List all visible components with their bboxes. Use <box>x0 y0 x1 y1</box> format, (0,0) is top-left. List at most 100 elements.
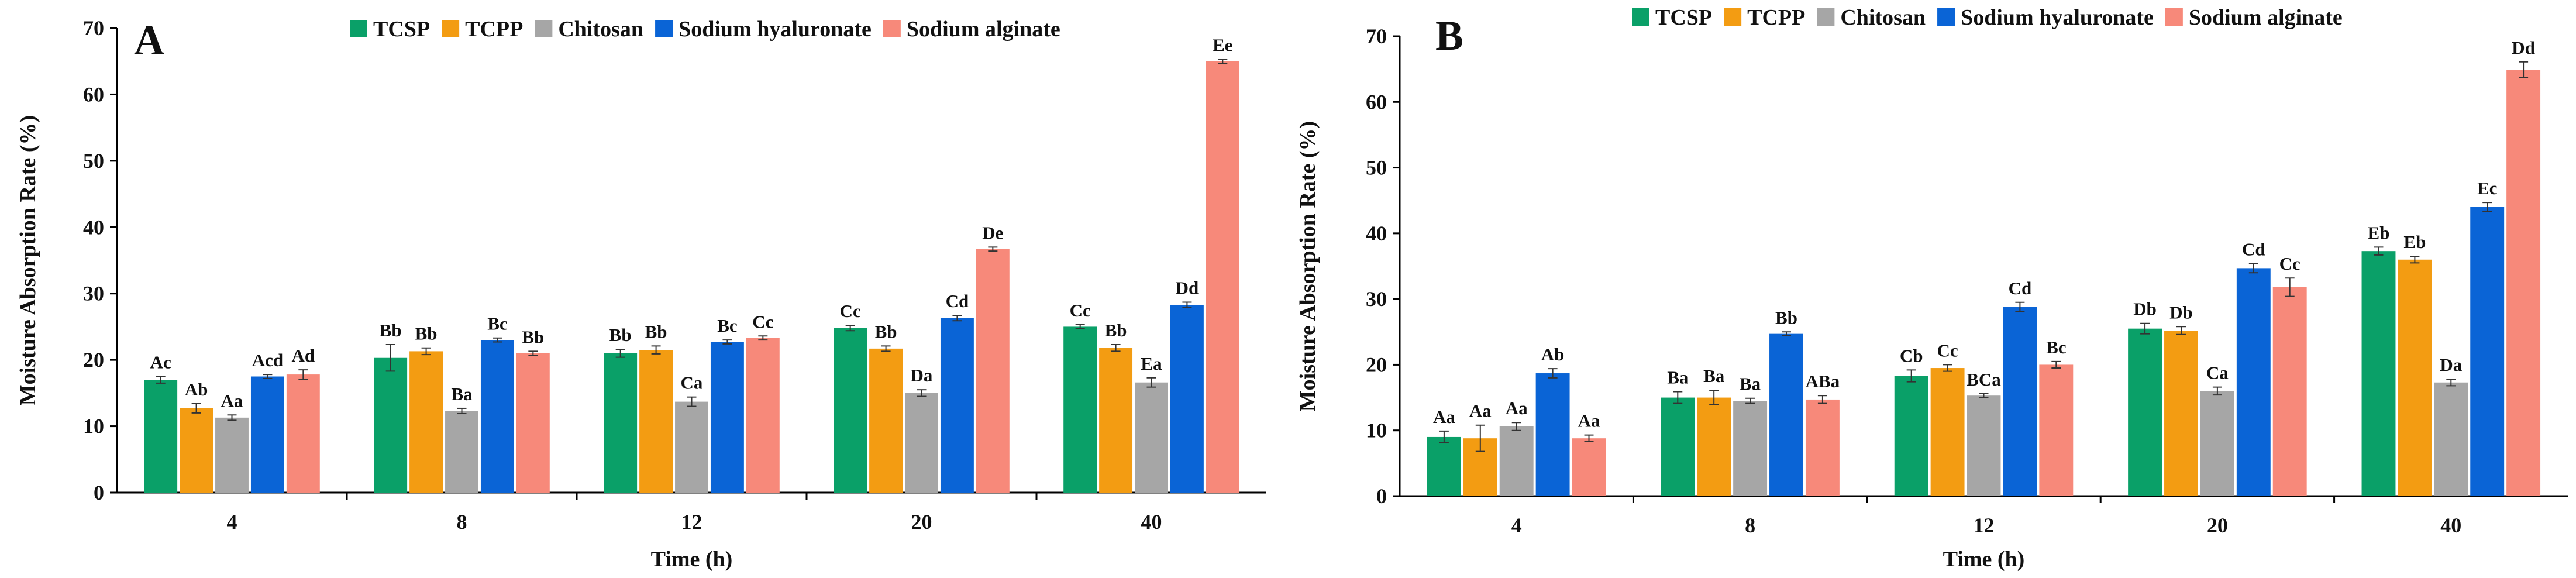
bar-tcsp <box>2361 251 2396 496</box>
bar-tcsp <box>374 357 408 493</box>
bar-sodium-alginate <box>1805 399 1840 496</box>
y-axis-title: Moisture Absorption Rate (%) <box>1296 121 1320 411</box>
bar-chitosan <box>905 393 938 493</box>
bar-tcsp <box>1661 397 1695 496</box>
legend-swatch <box>1817 8 1835 26</box>
significance-label: Cd <box>2242 239 2265 260</box>
legend-swatch <box>2165 8 2183 26</box>
legend: TCSP TCPP Chitosan Sodium hyaluronate Sodium… <box>1632 5 2343 30</box>
significance-label: Ac <box>150 352 171 373</box>
bar-sodium-hyaluronate <box>2470 207 2505 496</box>
significance-label: Db <box>2133 299 2157 319</box>
bar-chitosan <box>1967 395 2001 496</box>
legend-label: Sodium hyaluronate <box>1961 5 2154 30</box>
y-tick-label: 40 <box>83 215 104 239</box>
significance-label: Ea <box>1141 353 1162 374</box>
significance-label: Cc <box>1937 340 1958 360</box>
bar-sodium-hyaluronate <box>250 376 284 493</box>
bar-tcpp <box>2164 331 2198 496</box>
bar-sodium-alginate <box>2272 287 2307 496</box>
legend-label: Sodium alginate <box>2189 5 2343 30</box>
significance-label: Cc <box>2279 253 2301 274</box>
legend-swatch <box>1632 8 1649 26</box>
bar-tcpp <box>1930 368 1965 496</box>
significance-label: Ab <box>185 379 208 400</box>
significance-label: Bc <box>487 314 507 334</box>
bar-chitosan <box>675 401 708 493</box>
significance-label: Aa <box>1469 401 1492 421</box>
significance-label: Acd <box>252 350 283 370</box>
x-category-label: 40 <box>2440 514 2461 537</box>
significance-label: Bb <box>1775 307 1797 328</box>
y-tick-label: 50 <box>83 149 104 173</box>
significance-label: Bb <box>609 325 632 345</box>
legend-swatch <box>883 20 901 37</box>
significance-label: Aa <box>1578 411 1600 431</box>
significance-label: Cc <box>1070 300 1091 321</box>
x-category-label: 8 <box>1745 514 1755 537</box>
chart-panel-b: B 0 10 20 30 40 50 60 70 Moisture Absorption Rate… <box>1296 5 2568 572</box>
legend: TCSP TCPP Chitosan Sodium hyaluronate Sodium… <box>350 17 1060 42</box>
x-category-label: 12 <box>681 510 702 534</box>
significance-label: Bb <box>522 326 544 347</box>
legend-label: Sodium alginate <box>907 17 1060 42</box>
bar-sodium-hyaluronate <box>2236 268 2271 496</box>
significance-label: Ab <box>1541 344 1565 364</box>
legend-label: TCSP <box>373 17 430 42</box>
legend-swatch <box>1937 8 1955 26</box>
significance-label: Dd <box>1176 277 1199 298</box>
legend-label: TCSP <box>1655 5 1712 30</box>
y-tick-label: 20 <box>1366 353 1387 376</box>
bar-sodium-alginate <box>2506 70 2541 496</box>
significance-label: Ec <box>2477 178 2497 198</box>
bar-sodium-hyaluronate <box>480 340 514 493</box>
significance-label: Cc <box>840 301 861 321</box>
panel-letter: B <box>1435 12 1463 59</box>
y-tick-label: 70 <box>83 16 104 40</box>
chart-panel-a: A 0 10 20 30 40 50 60 70 Moisture Absorption Rate… <box>16 16 1266 572</box>
x-category-label: 20 <box>2207 514 2228 537</box>
bar-tcpp <box>1697 397 1731 496</box>
y-tick-label: 20 <box>83 348 104 371</box>
significance-label: Bb <box>1105 320 1127 340</box>
bar-tcsp <box>2128 328 2162 496</box>
significance-label: ABa <box>1806 371 1840 391</box>
significance-label: Ba <box>1703 366 1725 386</box>
significance-label: Ca <box>681 373 703 393</box>
bar-sodium-hyaluronate <box>710 342 744 493</box>
bar-tcsp <box>1427 436 1461 496</box>
y-tick-label: 0 <box>94 481 104 504</box>
significance-label: Ba <box>451 384 473 404</box>
bar-chitosan <box>445 411 478 493</box>
bar-tcsp <box>1063 326 1097 493</box>
y-tick-label: 70 <box>1366 25 1387 48</box>
y-axis-title: Moisture Absorption Rate (%) <box>16 115 40 405</box>
bar-tcpp <box>2398 259 2432 496</box>
legend-label: Sodium hyaluronate <box>679 17 872 42</box>
bar-sodium-alginate <box>286 374 320 493</box>
bar-sodium-hyaluronate <box>1170 304 1204 493</box>
bar-tcpp <box>869 348 903 493</box>
bar-chitosan <box>2200 391 2234 496</box>
significance-label: De <box>982 222 1003 243</box>
x-category-label: 20 <box>911 510 932 534</box>
y-tick-label: 0 <box>1376 484 1387 508</box>
significance-label: Bc <box>717 315 737 336</box>
significance-label: Ad <box>292 345 315 366</box>
y-tick-label: 30 <box>83 282 104 305</box>
significance-label: Cd <box>946 291 969 311</box>
bar-tcsp <box>834 328 867 493</box>
significance-label: Aa <box>1506 398 1528 418</box>
significance-label: Ca <box>2206 363 2229 383</box>
bar-tcpp <box>639 350 673 493</box>
x-category-label: 8 <box>457 510 467 534</box>
bar-sodium-alginate <box>976 249 1010 493</box>
significance-label: Ba <box>1667 367 1689 387</box>
bar-sodium-hyaluronate <box>1769 333 1803 496</box>
significance-label: BCa <box>1967 369 2001 390</box>
significance-label: Db <box>2169 302 2193 322</box>
bar-tcpp <box>180 408 213 493</box>
y-tick-label: 60 <box>1366 90 1387 113</box>
bar-chitosan <box>1733 401 1768 496</box>
